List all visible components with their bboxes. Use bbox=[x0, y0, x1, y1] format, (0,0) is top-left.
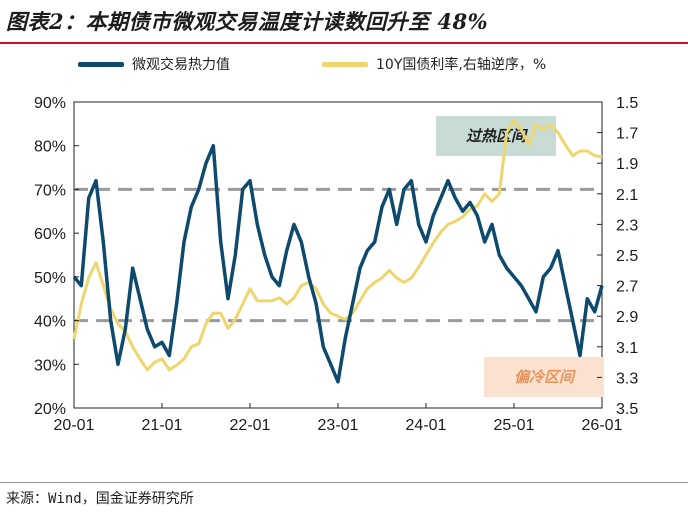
x-tick-label: 25-01 bbox=[494, 417, 535, 434]
y-left-tick-label: 40% bbox=[34, 314, 66, 331]
figure-title: 图表2：本期债市微观交易温度计读数回升至 48% bbox=[6, 9, 489, 34]
y-right-tick-label: 1.9 bbox=[616, 156, 638, 173]
y-left-tick-label: 80% bbox=[34, 139, 66, 156]
title-divider bbox=[0, 42, 688, 44]
legend-label-yield: 10Y国债利率,右轴逆序，% bbox=[376, 57, 547, 73]
title-bar: 图表2：本期债市微观交易温度计读数回升至 48% bbox=[0, 0, 688, 42]
series-line-yield bbox=[72, 118, 603, 372]
legend-label-heat: 微观交易热力值 bbox=[132, 57, 230, 73]
y-right-tick-label: 2.9 bbox=[616, 309, 638, 326]
y-left-tick-label: 50% bbox=[34, 270, 66, 287]
y-right-tick-label: 3.5 bbox=[616, 401, 638, 418]
source-note: 来源：Wind，国金证券研究所 bbox=[6, 491, 194, 507]
legend-item-heat: 微观交易热力值 bbox=[78, 54, 230, 74]
y-left-tick-label: 20% bbox=[34, 401, 66, 418]
footer-divider bbox=[0, 482, 688, 483]
y-left-tick-label: 90% bbox=[34, 95, 66, 112]
cold-zone-box bbox=[484, 357, 604, 397]
x-tick-label: 22-01 bbox=[230, 417, 271, 434]
y-right-tick-label: 3.1 bbox=[616, 340, 638, 357]
y-right-tick-label: 2.1 bbox=[616, 187, 638, 204]
y-left-tick-label: 60% bbox=[34, 226, 66, 243]
y-right-tick-label: 1.7 bbox=[616, 126, 638, 143]
legend-swatch-heat bbox=[78, 61, 124, 67]
x-tick-label: 26-01 bbox=[582, 417, 623, 434]
x-tick-label: 20-01 bbox=[54, 417, 95, 434]
chart-legend: 微观交易热力值 10Y国债利率,右轴逆序，% bbox=[0, 54, 688, 74]
overheat-zone-label: 过热区间 bbox=[466, 127, 529, 145]
y-right-tick-label: 2.7 bbox=[616, 279, 638, 296]
x-tick-label: 23-01 bbox=[318, 417, 359, 434]
y-left-tick-label: 70% bbox=[34, 182, 66, 199]
legend-swatch-yield bbox=[322, 61, 368, 67]
series-line-heat bbox=[72, 143, 604, 384]
y-right-tick-label: 1.5 bbox=[616, 95, 638, 112]
y-left-tick-label: 30% bbox=[34, 357, 66, 374]
y-right-tick-label: 3.3 bbox=[616, 370, 638, 387]
x-tick-label: 21-01 bbox=[142, 417, 183, 434]
y-right-tick-label: 2.5 bbox=[616, 248, 638, 265]
overheat-zone-box bbox=[436, 116, 556, 156]
y-right-tick-label: 2.3 bbox=[616, 217, 638, 234]
legend-item-yield: 10Y国债利率,右轴逆序，% bbox=[322, 54, 546, 74]
cold-zone-label: 偏冷区间 bbox=[514, 368, 577, 386]
x-tick-label: 24-01 bbox=[406, 417, 447, 434]
